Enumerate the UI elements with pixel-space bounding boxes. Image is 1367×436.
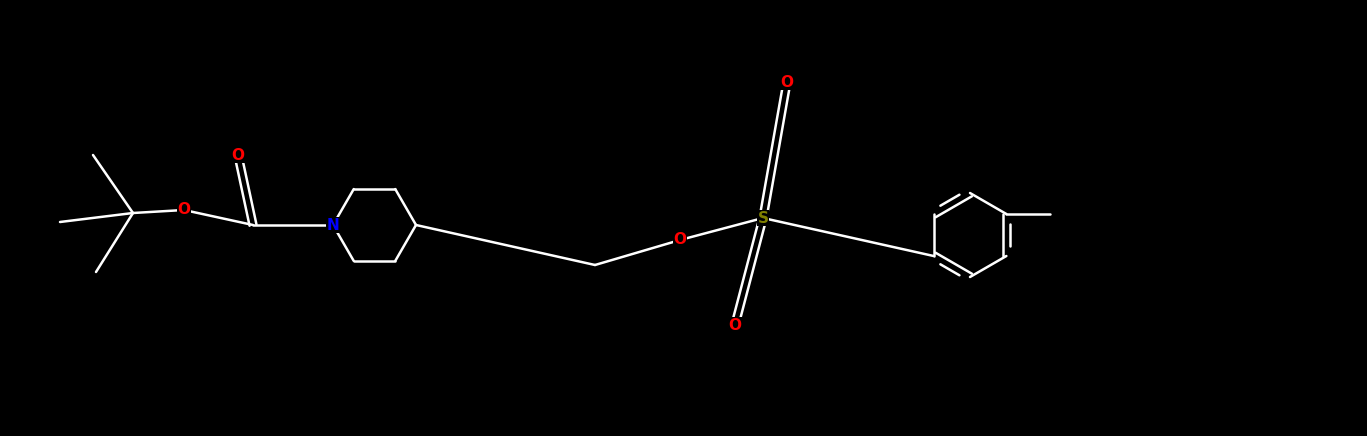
Text: N: N <box>327 218 339 232</box>
Text: O: O <box>231 147 245 163</box>
Text: S: S <box>757 211 768 225</box>
Text: O: O <box>178 202 190 218</box>
Text: O: O <box>781 75 793 89</box>
Text: O: O <box>729 317 741 333</box>
Text: N: N <box>327 218 339 232</box>
Text: O: O <box>674 232 686 248</box>
